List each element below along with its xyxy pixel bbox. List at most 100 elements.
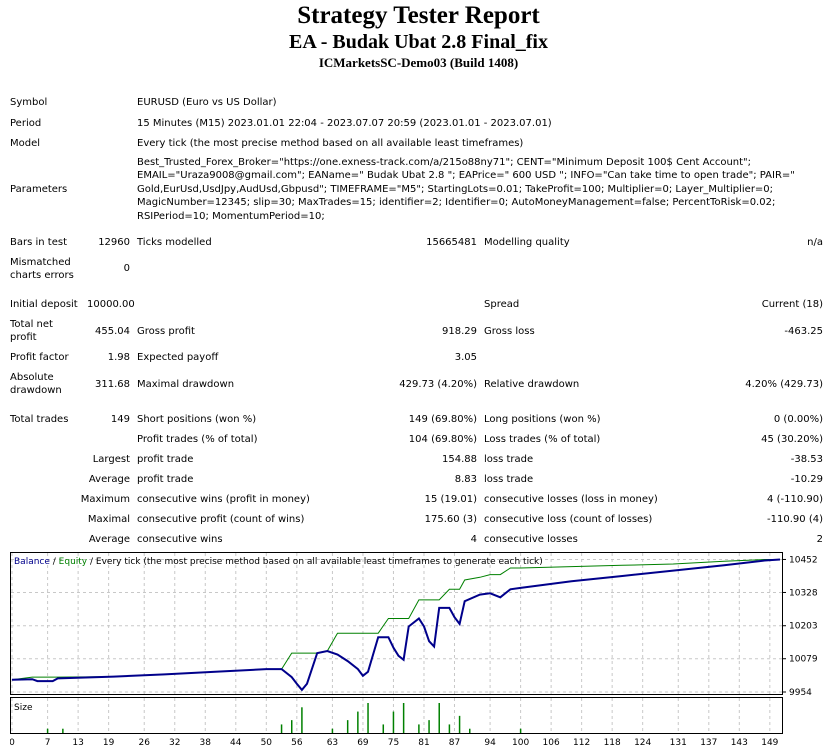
x-tick-label: 19: [103, 738, 115, 748]
relative-drawdown-value: 4.20% (429.73): [745, 379, 823, 390]
spread-value: Current (18): [761, 299, 823, 310]
maximal-drawdown-value: 429.73 (4.20%): [399, 379, 477, 390]
largest-label: Largest: [92, 454, 130, 465]
balance-line: [11, 558, 781, 692]
average-consecutive-wins-label: consecutive wins: [137, 534, 223, 545]
x-tick-label: 44: [230, 738, 242, 748]
balance-chart: 10452 10328 10203 10079 9954 0 7 13 19 26 32 38 44 5…: [9, 552, 827, 751]
max-consecutive-losses-value: 4 (-110.90): [767, 494, 823, 505]
maximal-consecutive-profit-label: consecutive profit (count of wins): [137, 514, 305, 525]
y-tick-label: 9954: [789, 688, 812, 698]
total-trades-label: Total trades: [10, 414, 69, 425]
gross-profit-value: 918.29: [442, 326, 477, 337]
chart-legend: Balance / Equity / Every tick (the most …: [14, 557, 543, 567]
expected-payoff-label: Expected payoff: [137, 352, 219, 363]
average-consecutive-wins-value: 4: [470, 534, 477, 545]
long-positions-label: Long positions (won %): [484, 414, 601, 425]
average-loss-value: -10.29: [790, 474, 823, 485]
loss-trades-value: 45 (30.20%): [761, 434, 823, 445]
deposit-label: Initial deposit: [10, 299, 78, 310]
average-label: Average: [88, 474, 130, 485]
max-consecutive-losses-label: consecutive losses (loss in money): [484, 494, 658, 505]
x-tick-label: 38: [200, 738, 212, 748]
ticks-value: 15665481: [426, 237, 477, 248]
x-tick-label: 81: [418, 738, 429, 748]
largest-profit-label: profit trade: [137, 454, 194, 465]
average-consecutive-losses-value: 2: [816, 534, 823, 545]
x-tick-label: 118: [604, 738, 621, 748]
parameters-label: Parameters: [10, 184, 68, 195]
x-tick-label: 106: [543, 738, 560, 748]
gross-loss-label: Gross loss: [484, 326, 535, 337]
x-tick-label: 69: [357, 738, 369, 748]
y-tick-label: 10452: [789, 555, 818, 565]
mismatch-label-2: charts errors: [10, 270, 74, 281]
legend-equity: Equity: [59, 557, 88, 567]
average-loss-label: loss trade: [484, 474, 534, 485]
bars-label: Bars in test: [10, 237, 67, 248]
symbol-value: EURUSD (Euro vs US Dollar): [137, 97, 277, 108]
expected-payoff-value: 3.05: [454, 352, 477, 363]
long-positions-value: 0 (0.00%): [773, 414, 823, 425]
deposit-value: 10000.00: [87, 299, 135, 310]
short-positions-label: Short positions (won %): [137, 414, 257, 425]
period-value: 15 Minutes (M15) 2023.01.01 22:04 - 2023…: [137, 118, 552, 129]
average-consecutive-label: Average: [88, 534, 130, 545]
x-tick-label: 56: [291, 738, 303, 748]
max-consecutive-wins-label: consecutive wins (profit in money): [137, 494, 310, 505]
maximal-consecutive-loss-value: -110.90 (4): [767, 514, 823, 525]
x-tick-label: 32: [169, 738, 180, 748]
period-label: Period: [10, 118, 42, 129]
y-tick-label: 10203: [789, 622, 818, 632]
maximal-label: Maximal: [87, 514, 130, 525]
net-profit-label-2: profit: [10, 332, 37, 343]
size-plot-frame: [10, 697, 783, 734]
quality-label: Modelling quality: [484, 237, 570, 248]
largest-loss-label: loss trade: [484, 454, 534, 465]
x-tick-label: 13: [72, 738, 83, 748]
maximum-label: Maximum: [80, 494, 130, 505]
profit-factor-label: Profit factor: [10, 352, 69, 363]
net-profit-value: 455.04: [95, 326, 130, 337]
average-profit-value: 8.83: [454, 474, 477, 485]
server-build: ICMarketsSC-Demo03 (Build 1408): [318, 55, 519, 70]
ea-name: EA - Budak Ubat 2.8 Final_fix: [289, 31, 548, 53]
x-tick-label: 100: [512, 738, 529, 748]
model-value: Every tick (the most precise method base…: [137, 138, 524, 149]
mismatch-label-1: Mismatched: [10, 257, 71, 268]
size-label: Size: [14, 703, 33, 713]
x-tick-label: 63: [327, 738, 338, 748]
parameters-value: Best_Trusted_Forex_Broker="https://one.e…: [137, 157, 795, 222]
x-tick-label: 112: [573, 738, 590, 748]
profit-trades-value: 104 (69.80%): [408, 434, 477, 445]
quality-value: n/a: [807, 237, 823, 248]
x-tick-label: 26: [139, 738, 151, 748]
loss-trades-label: Loss trades (% of total): [484, 434, 601, 445]
absolute-drawdown-value: 311.68: [95, 379, 130, 390]
average-profit-label: profit trade: [137, 474, 194, 485]
maximal-consecutive-loss-label: consecutive loss (count of losses): [484, 514, 653, 525]
profit-factor-value: 1.98: [107, 352, 130, 363]
x-tick-label: 50: [261, 738, 273, 748]
absolute-drawdown-label-1: Absolute: [10, 372, 54, 383]
main-plot-frame: [10, 552, 783, 695]
total-trades-value: 149: [110, 414, 130, 425]
average-consecutive-losses-label: consecutive losses: [484, 534, 578, 545]
short-positions-value: 149 (69.80%): [408, 414, 477, 425]
x-tick-label: 143: [731, 738, 748, 748]
spread-label: Spread: [484, 299, 520, 310]
model-label: Model: [10, 138, 41, 149]
largest-loss-value: -38.53: [790, 454, 823, 465]
report-title: Strategy Tester Report: [297, 2, 540, 29]
maximal-consecutive-profit-value: 175.60 (3): [424, 514, 477, 525]
largest-profit-value: 154.88: [442, 454, 477, 465]
legend-balance: Balance: [14, 557, 50, 567]
legend-sep: /: [50, 557, 59, 567]
x-tick-label: 0: [10, 738, 15, 748]
x-tick-label: 131: [670, 738, 687, 748]
profit-trades-label: Profit trades (% of total): [137, 434, 258, 445]
x-tick-label: 94: [484, 738, 496, 748]
gross-profit-label: Gross profit: [137, 326, 195, 337]
x-tick-label: 149: [761, 738, 778, 748]
symbol-label: Symbol: [10, 97, 48, 108]
